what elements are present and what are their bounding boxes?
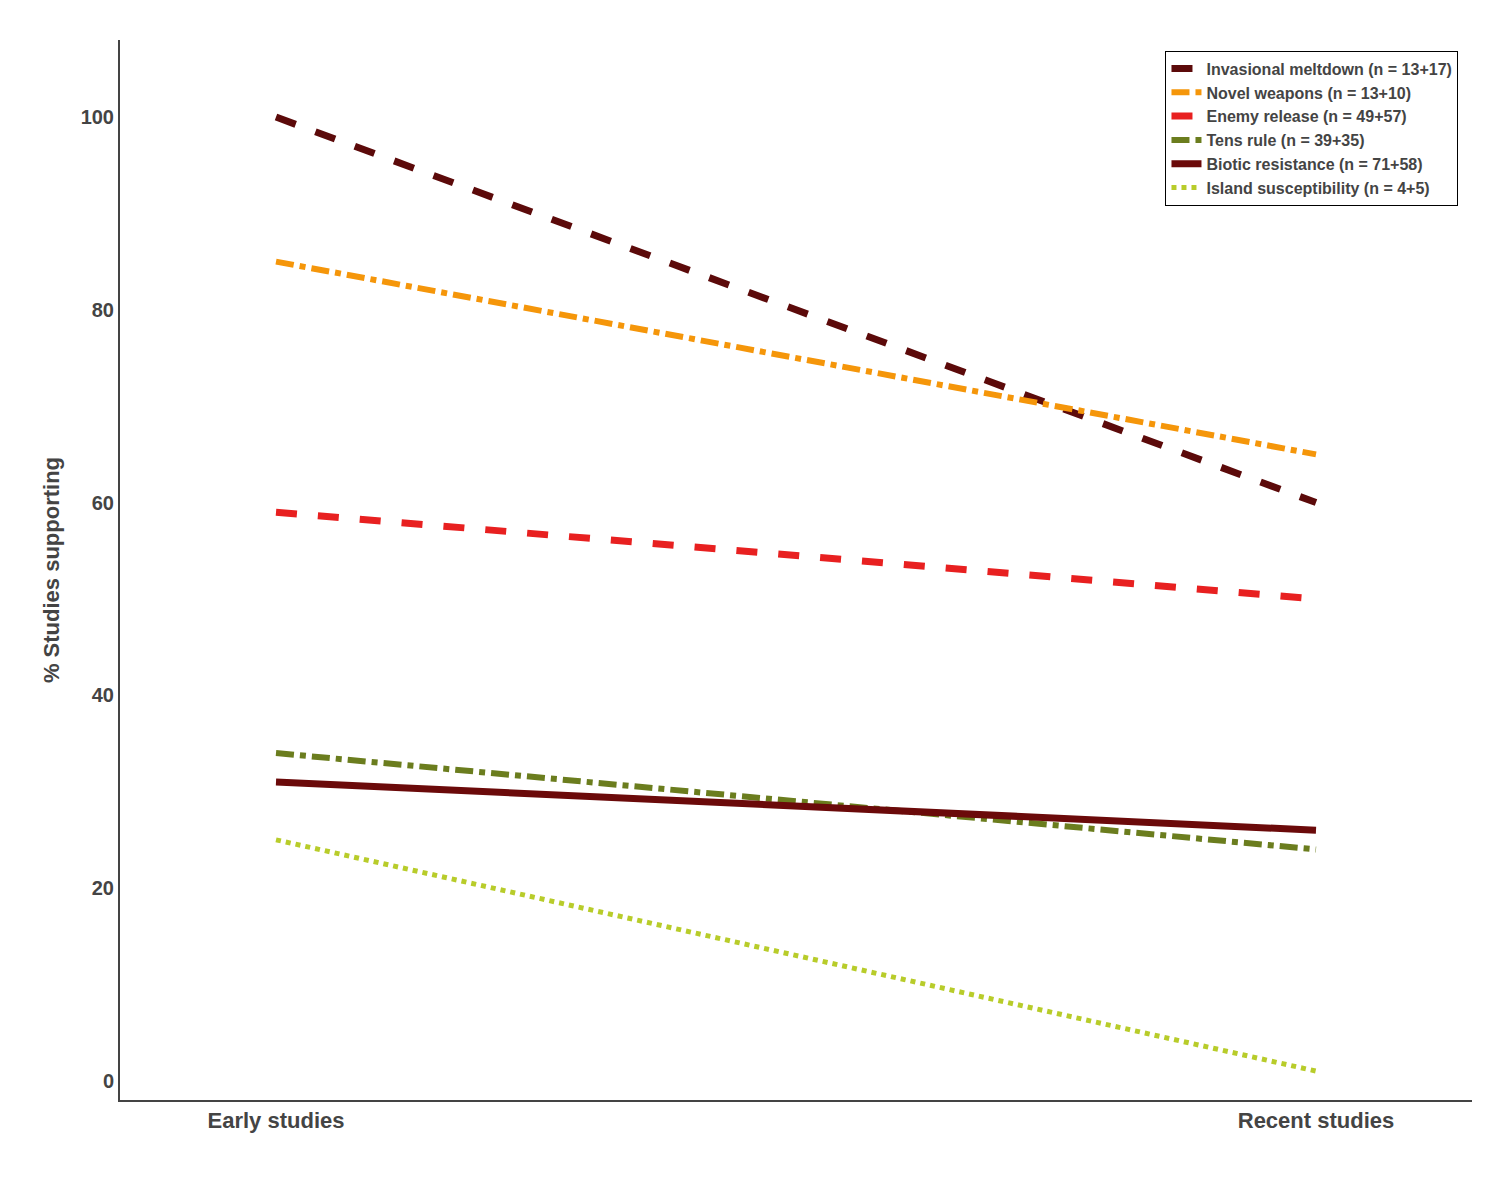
svg-text:60: 60 — [92, 492, 114, 514]
svg-text:20: 20 — [92, 877, 114, 899]
svg-text:80: 80 — [92, 299, 114, 321]
svg-text:0: 0 — [103, 1070, 114, 1092]
svg-text:Enemy release (n = 49+57): Enemy release (n = 49+57) — [1206, 108, 1406, 125]
svg-text:% Studies supporting: % Studies supporting — [39, 457, 64, 683]
svg-text:100: 100 — [81, 106, 114, 128]
svg-text:40: 40 — [92, 684, 114, 706]
svg-text:Invasional meltdown (n = 13+17: Invasional meltdown (n = 13+17) — [1206, 61, 1451, 78]
svg-text:Biotic resistance (n = 71+58): Biotic resistance (n = 71+58) — [1206, 156, 1422, 173]
svg-text:Early studies: Early studies — [208, 1108, 345, 1133]
svg-text:Island susceptibility (n = 4+5: Island susceptibility (n = 4+5) — [1206, 180, 1429, 197]
svg-text:Novel weapons (n = 13+10): Novel weapons (n = 13+10) — [1206, 85, 1411, 102]
svg-text:Recent studies: Recent studies — [1238, 1108, 1395, 1133]
svg-text:Tens rule (n = 39+35): Tens rule (n = 39+35) — [1206, 132, 1364, 149]
